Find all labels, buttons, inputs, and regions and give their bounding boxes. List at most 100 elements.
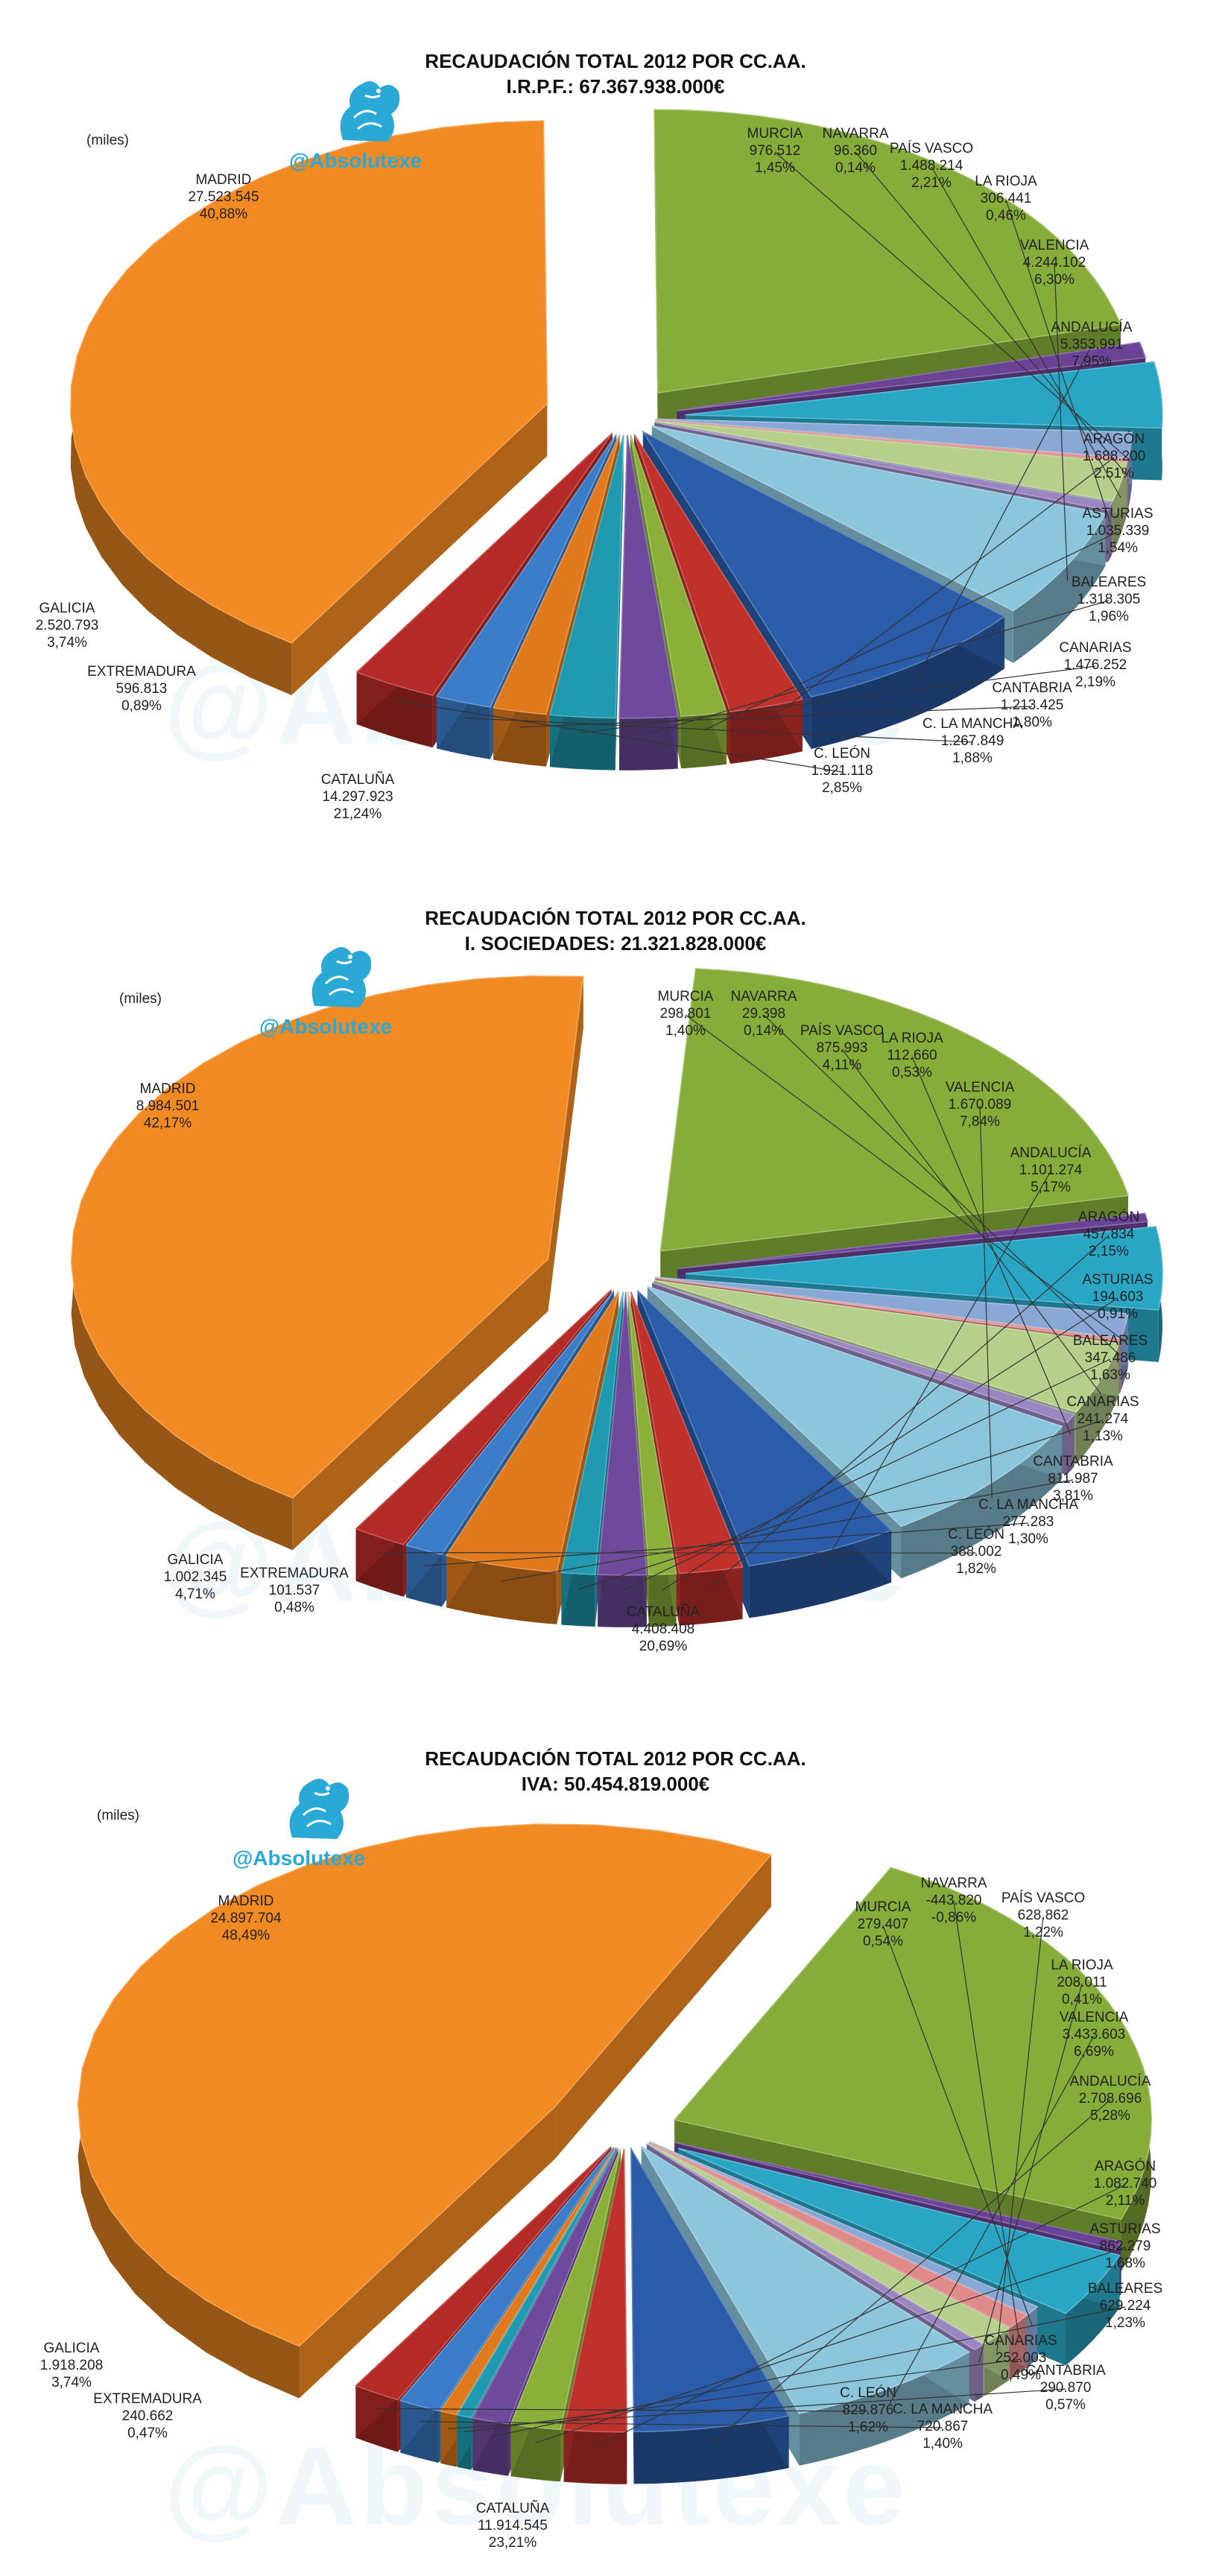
pie-slice-canarias [549, 434, 624, 770]
slice-label-pct: 42,17% [143, 1115, 192, 1131]
slice-label-name: BALEARES [1072, 1333, 1148, 1349]
slice-label-value: 596.813 [115, 681, 168, 697]
leader-line-baleares [621, 1358, 1111, 1592]
slice-label-name: MADRID [139, 1081, 196, 1097]
slice-label-navarra: NAVARRA -443.820 -0,86% [920, 1875, 987, 1926]
slice-label-value: 1.670.089 [948, 1097, 1012, 1113]
handle-text: @Absolutexe [259, 1015, 393, 1038]
slice-label-pct: 1,62% [848, 2420, 888, 2435]
slice-label-pct: 0,14% [744, 1023, 784, 1039]
slice-label-name: GALICIA [39, 601, 95, 616]
slice-label-pct: 0,46% [986, 208, 1026, 224]
slice-label-value: 8.984.501 [136, 1098, 200, 1114]
slice-label-pct: -0,86% [931, 1910, 977, 1925]
slice-label-name: NAVARRA [822, 126, 889, 142]
slice-label-pais-vasco: PAÍS VASCO 1.488.214 2,21% [890, 140, 973, 192]
slice-label-value: 1.101.274 [1019, 1162, 1083, 1178]
slice-label-name: ANDALUCÍA [1069, 2074, 1151, 2089]
slice-label-murcia: MURCIA 298.801 1,40% [658, 988, 714, 1039]
slice-label-value: 1.035.339 [1086, 523, 1150, 539]
leader-line-pais-vasco [996, 1916, 1044, 2352]
leader-line-aragon [710, 1235, 1110, 1587]
slice-label-value: 1.476.252 [1063, 657, 1127, 673]
slice-label-pct: 0,91% [1098, 1306, 1138, 1322]
slice-label-madrid: MADRID 8.984.501 42,17% [136, 1080, 200, 1132]
slice-label-name: ASTURIAS [1082, 1272, 1154, 1288]
slice-label-value: 4.244.102 [1022, 255, 1086, 270]
slice-label-name: EXTREMADURA [93, 2391, 202, 2407]
slice-label-name: VALENCIA [1059, 2010, 1129, 2025]
slice-label-name: PAÍS VASCO [889, 141, 974, 156]
slice-label-pct: 1,40% [665, 1023, 706, 1039]
slice-label-pct: 1,30% [1008, 1531, 1048, 1547]
slice-label-valencia: VALENCIA 3.433.603 6,69% [1060, 2009, 1129, 2060]
slice-label-galicia: GALICIA 1.002.345 4,71% [164, 1551, 227, 1603]
slice-label-asturias: ASTURIAS 1.035.339 1,54% [1082, 505, 1153, 557]
slice-label-value: 829.876 [842, 2402, 894, 2418]
slice-label-name: ARAGÓN [1083, 431, 1145, 447]
slice-label-name: MURCIA [855, 1899, 911, 1915]
slice-label-value: 862.279 [1099, 2238, 1151, 2254]
slice-label-value: 298.801 [659, 1006, 712, 1022]
slice-label-pct: 5,17% [1031, 1180, 1071, 1195]
pie-chart-iva [77, 1823, 1152, 2484]
slice-label-pais-vasco: PAÍS VASCO 628.862 1,22% [1001, 1890, 1085, 1941]
slice-label-value: 252.003 [995, 2350, 1047, 2366]
slice-label-pct: 23,21% [488, 2535, 537, 2551]
chart-panel-sociedades: @Absolutexe RECAUDACIÓN TOTAL 2012 POR C… [0, 857, 1231, 1714]
slice-label-value: 1.921.118 [811, 763, 873, 779]
slice-label-value: 101.537 [268, 1583, 320, 1598]
slice-label-name: LA RIOJA [1051, 1958, 1113, 1973]
slice-label-value: 347.486 [1084, 1350, 1136, 1366]
slice-label-value: 1.002.345 [163, 1569, 227, 1585]
slice-label-value: 875.993 [816, 1040, 868, 1056]
griffin-logo-icon [311, 947, 372, 1007]
slice-label-value: -443.820 [925, 1893, 982, 1908]
leader-line-asturias [662, 1297, 1118, 1591]
slice-label-pct: 0,53% [892, 1065, 932, 1080]
griffin-logo-icon [340, 81, 400, 142]
slice-label-c-la-mancha: C. LA MANCHA 277.283 1,30% [978, 1496, 1078, 1548]
slice-label-pct: 2,15% [1089, 1244, 1129, 1259]
slice-label-name: CATALUÑA [320, 772, 395, 788]
slice-label-galicia: GALICIA 2.520.793 3,74% [36, 600, 99, 651]
slice-label-c-la-mancha: C. LA MANCHA 1.267.849 1,88% [923, 715, 1022, 767]
slice-label-name: PAÍS VASCO [800, 1023, 885, 1039]
slice-label-pct: 1,80% [1012, 715, 1052, 730]
units-label: (miles) [86, 133, 129, 148]
slice-label-name: CATALUÑA [626, 1604, 700, 1620]
units-label: (miles) [97, 1808, 139, 1823]
leader-line-la-rioja [978, 1983, 1083, 2363]
slice-label-value: 277.283 [1002, 1514, 1054, 1530]
slice-label-aragon: ARAGÓN 1.688.200 2,51% [1083, 431, 1146, 482]
leader-line-cantabria [519, 706, 1033, 728]
leader-line-aragon [766, 457, 1115, 723]
slice-label-extremadura: EXTREMADURA 101.537 0,48% [240, 1565, 349, 1616]
leader-line-murcia [685, 1014, 1126, 1342]
slice-label-extremadura: EXTREMADURA 596.813 0,89% [87, 663, 196, 715]
leader-line-canarias [582, 665, 1096, 733]
slice-label-value: 1.488.214 [899, 158, 963, 174]
chart-title: RECAUDACIÓN TOTAL 2012 POR CC.AA. [425, 50, 806, 72]
slice-label-pais-vasco: PAÍS VASCO 875.993 4,11% [800, 1022, 884, 1074]
leader-line-c-la-mancha [463, 717, 973, 743]
slice-label-pct: 1,23% [1105, 2315, 1145, 2331]
slice-label-value: 1.688.200 [1082, 449, 1146, 464]
slice-label-name: MADRID [195, 172, 252, 188]
slice-label-extremadura: EXTREMADURA 240.662 0,47% [93, 2390, 202, 2442]
slice-label-cataluna: CATALUÑA 11.914.545 23,21% [476, 2500, 550, 2551]
slice-label-name: LA RIOJA [881, 1031, 943, 1046]
slice-label-pct: 1,45% [755, 160, 795, 176]
leader-line-valencia [1054, 263, 1069, 581]
slice-label-name: C. LEÓN [839, 2385, 897, 2401]
slice-label-name: ANDALUCÍA [1051, 320, 1133, 335]
leader-line-cantabria [500, 1479, 1074, 1582]
slice-label-canarias: CANARIAS 1.476.252 2,19% [1059, 639, 1131, 691]
slice-label-pct: 0,49% [1001, 2367, 1041, 2383]
leader-line-andalucia [822, 1171, 1051, 1568]
slice-label-cataluna: CATALUÑA 4.408.408 20,69% [627, 1604, 700, 1655]
slice-label-value: 976.512 [749, 143, 801, 159]
slice-label-value: 290.870 [1039, 2380, 1092, 2396]
slice-label-pct: 40,88% [199, 206, 248, 222]
slice-label-value: 1.918.208 [39, 2358, 104, 2373]
